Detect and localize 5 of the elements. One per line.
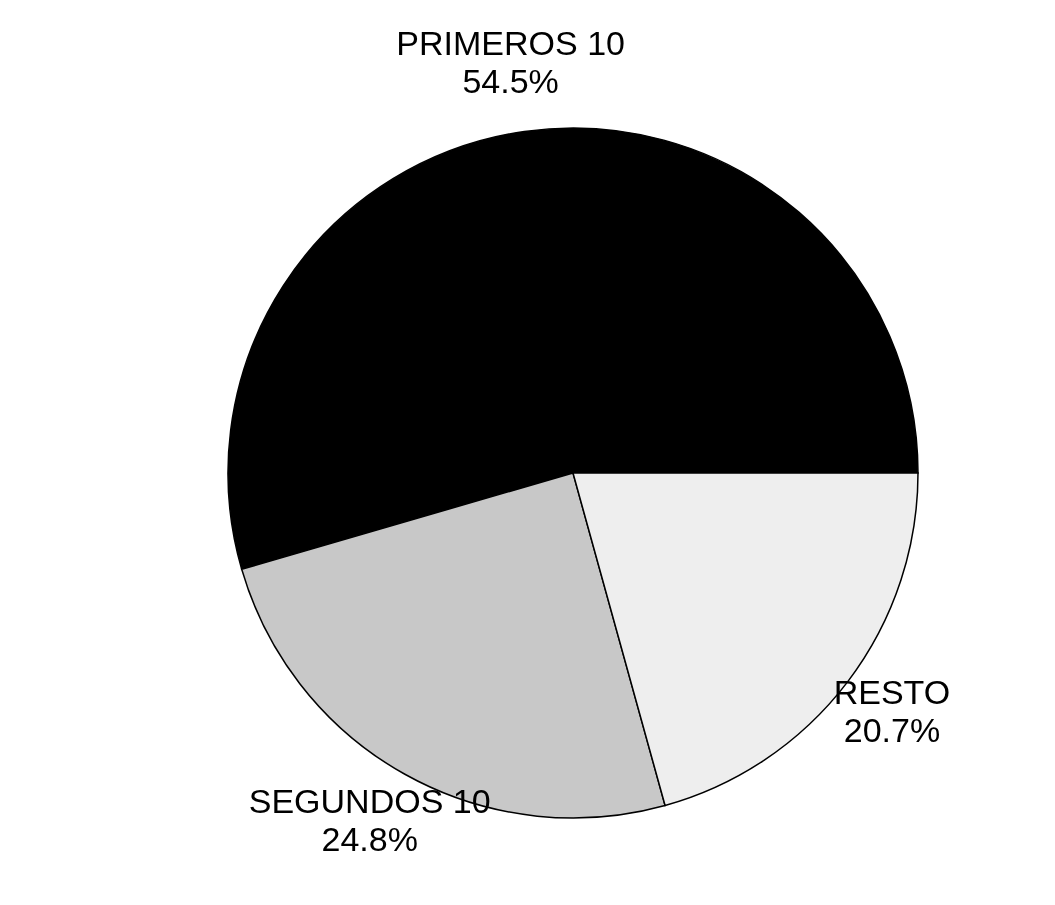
data-label: 54.5%	[462, 62, 559, 101]
data-label: 20.7%	[843, 711, 941, 750]
slice-label: PRIMEROS 10	[396, 24, 625, 63]
slice-label: RESTO	[833, 673, 951, 712]
data-label: 24.8%	[321, 820, 418, 859]
